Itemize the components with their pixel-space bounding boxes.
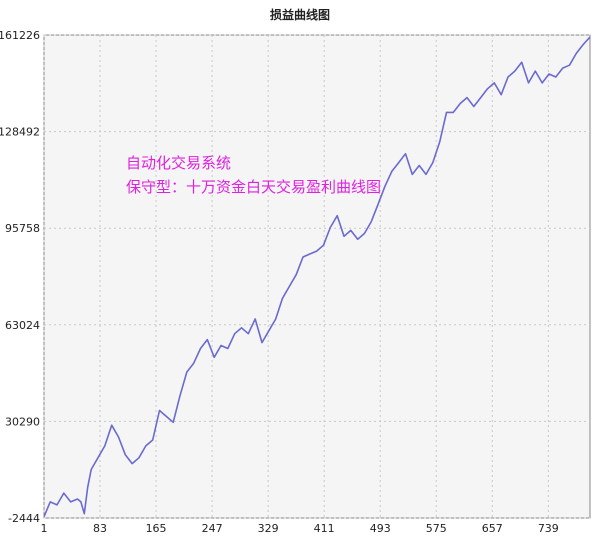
y-tick-label: 30290 <box>5 415 40 428</box>
x-tick-label: 493 <box>370 522 391 535</box>
x-tick-label: 411 <box>314 522 335 535</box>
y-tick-label: -2444 <box>8 512 40 525</box>
annotation-line-2: 保守型：十万资金白天交易盈利曲线图 <box>126 178 382 196</box>
x-tick-label: 247 <box>202 522 223 535</box>
x-tick-label: 83 <box>93 522 107 535</box>
plot-area <box>43 34 591 519</box>
y-tick-label: 63024 <box>5 319 40 332</box>
y-tick-label: 128492 <box>0 126 40 139</box>
chart-title: 损益曲线图 <box>269 8 330 22</box>
y-tick-label: 95758 <box>5 222 40 235</box>
y-tick-label: 161226 <box>0 29 40 42</box>
x-tick-label: 657 <box>482 522 503 535</box>
x-tick-label: 739 <box>538 522 559 535</box>
x-tick-label: 329 <box>258 522 279 535</box>
x-axis-ticks: 1 83 165 247 329 411 493 575 657 739 <box>41 522 559 535</box>
x-tick-label: 165 <box>146 522 167 535</box>
series-line <box>43 36 591 518</box>
x-tick-label: 1 <box>41 522 48 535</box>
grid-lines <box>43 34 590 519</box>
x-tick-label: 575 <box>426 522 447 535</box>
y-axis-ticks: 161226 128492 95758 63024 30290 -2444 <box>0 29 40 525</box>
annotation-line-1: 自动化交易系统 <box>126 154 232 172</box>
